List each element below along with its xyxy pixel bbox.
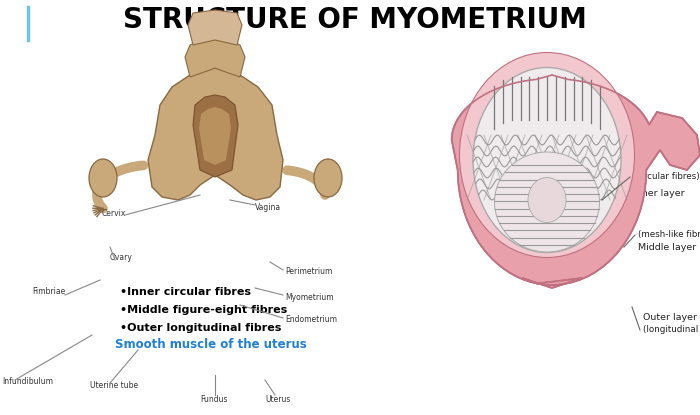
Text: (longitudinal fibres): (longitudinal fibres) xyxy=(643,325,700,334)
Text: Uterine tube: Uterine tube xyxy=(90,381,138,391)
Ellipse shape xyxy=(89,159,117,197)
Text: Infundibulum: Infundibulum xyxy=(2,378,53,386)
Text: Endometrium: Endometrium xyxy=(285,315,337,325)
Text: Middle layer: Middle layer xyxy=(638,242,696,251)
Polygon shape xyxy=(452,75,700,288)
Ellipse shape xyxy=(459,53,634,257)
Text: Ovary: Ovary xyxy=(110,254,133,263)
Text: Myometrium: Myometrium xyxy=(285,293,334,302)
Text: Smooth muscle of the uterus: Smooth muscle of the uterus xyxy=(115,339,307,352)
Polygon shape xyxy=(148,68,283,200)
Text: Cervix: Cervix xyxy=(102,208,127,217)
Text: (circular fibres): (circular fibres) xyxy=(633,173,700,181)
Polygon shape xyxy=(199,107,231,165)
Polygon shape xyxy=(193,95,238,177)
Ellipse shape xyxy=(314,159,342,197)
Text: •Middle figure-eight fibres: •Middle figure-eight fibres xyxy=(120,305,287,315)
Ellipse shape xyxy=(528,178,566,222)
Text: STRUCTURE OF MYOMETRIUM: STRUCTURE OF MYOMETRIUM xyxy=(123,6,587,34)
Text: (mesh-like fibres): (mesh-like fibres) xyxy=(638,230,700,239)
Text: Fundus: Fundus xyxy=(200,395,228,405)
Polygon shape xyxy=(188,10,242,45)
Text: •Inner circular fibres: •Inner circular fibres xyxy=(120,287,251,297)
Text: •Outer longitudinal fibres: •Outer longitudinal fibres xyxy=(120,323,281,333)
Ellipse shape xyxy=(473,68,621,252)
Text: Inner layer: Inner layer xyxy=(633,188,685,198)
Ellipse shape xyxy=(494,152,599,252)
Text: Uterus: Uterus xyxy=(265,395,290,405)
Polygon shape xyxy=(185,38,245,77)
Text: Fimbriae: Fimbriae xyxy=(32,288,65,296)
Text: Vagina: Vagina xyxy=(255,203,281,212)
Text: Outer layer: Outer layer xyxy=(643,313,697,322)
Text: Perimetrium: Perimetrium xyxy=(285,268,332,276)
